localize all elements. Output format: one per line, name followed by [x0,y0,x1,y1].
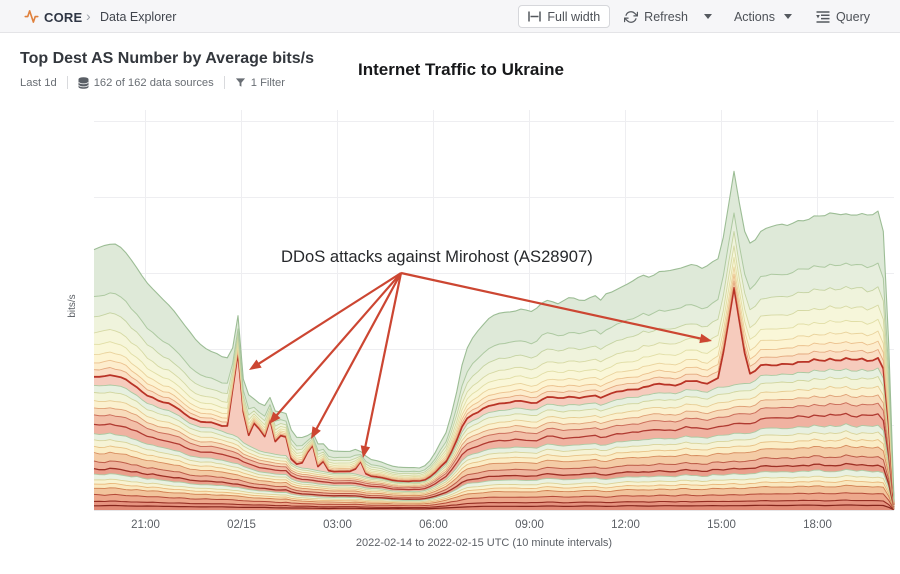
svg-text:09:00: 09:00 [515,519,544,531]
svg-text:06:00: 06:00 [419,519,448,531]
svg-text:15:00: 15:00 [707,519,736,531]
svg-text:bits/s: bits/s [67,294,78,317]
svg-text:02/15: 02/15 [227,519,256,531]
svg-text:18:00: 18:00 [803,519,832,531]
svg-text:DDoS attacks against Mirohost: DDoS attacks against Mirohost (AS28907) [281,247,593,266]
svg-text:21:00: 21:00 [131,519,160,531]
svg-text:03:00: 03:00 [323,519,352,531]
svg-text:2022-02-14 to 2022-02-15 UTC (: 2022-02-14 to 2022-02-15 UTC (10 minute … [356,537,612,549]
svg-text:12:00: 12:00 [611,519,640,531]
